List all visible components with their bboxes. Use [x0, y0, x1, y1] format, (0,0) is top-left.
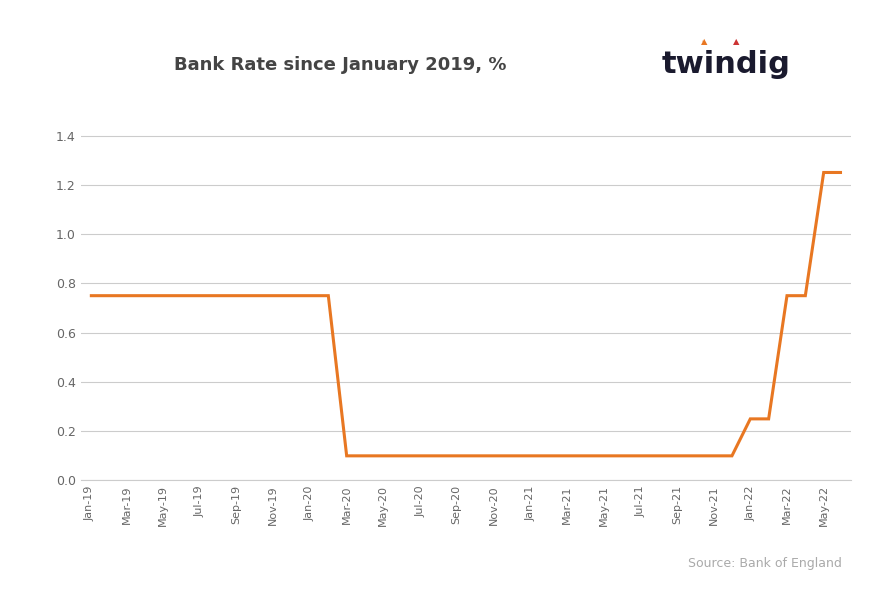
Text: ▲: ▲ [733, 38, 740, 46]
Text: twindig: twindig [661, 50, 790, 79]
Text: ▲: ▲ [701, 38, 708, 46]
Text: Source: Bank of England: Source: Bank of England [688, 557, 842, 570]
Text: Bank Rate since January 2019, %: Bank Rate since January 2019, % [174, 55, 507, 74]
